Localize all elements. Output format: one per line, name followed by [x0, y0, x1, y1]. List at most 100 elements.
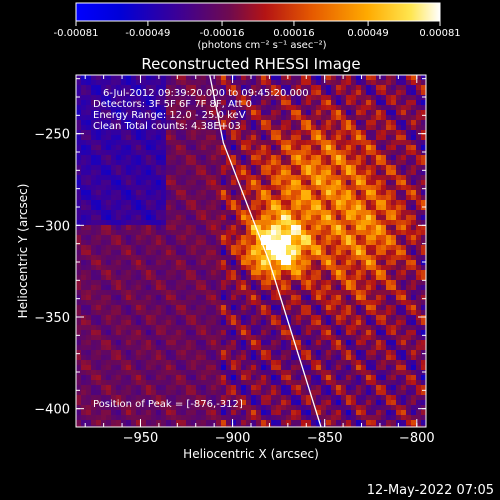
- heatmap-cell: [346, 145, 352, 151]
- heatmap-cell: [261, 225, 267, 231]
- heatmap-cell: [246, 285, 252, 291]
- heatmap-cell: [386, 305, 392, 311]
- heatmap-cell: [126, 150, 132, 156]
- heatmap-cell: [76, 270, 82, 276]
- heatmap-cell: [196, 400, 202, 406]
- heatmap-cell: [416, 235, 422, 241]
- heatmap-cell: [176, 345, 182, 351]
- heatmap-cell: [151, 310, 157, 316]
- heatmap-cell: [261, 140, 267, 146]
- heatmap-cell: [231, 105, 237, 111]
- heatmap-cell: [341, 280, 347, 286]
- heatmap-cell: [231, 80, 237, 86]
- heatmap-cell: [356, 375, 362, 381]
- heatmap-cell: [291, 110, 297, 116]
- heatmap-cell: [361, 265, 367, 271]
- heatmap-cell: [321, 285, 327, 291]
- heatmap-cell: [221, 415, 227, 421]
- heatmap-cell: [401, 200, 407, 206]
- heatmap-cell: [136, 180, 142, 186]
- heatmap-cell: [156, 350, 162, 356]
- heatmap-cell: [236, 220, 242, 226]
- heatmap-cell: [176, 120, 182, 126]
- heatmap-cell: [201, 85, 207, 91]
- heatmap-cell: [251, 380, 257, 386]
- heatmap-cell: [86, 425, 92, 427]
- heatmap-cell: [186, 265, 192, 271]
- heatmap-cell: [151, 170, 157, 176]
- heatmap-cell: [261, 120, 267, 126]
- heatmap-cell: [306, 210, 312, 216]
- heatmap-cell: [416, 390, 422, 396]
- heatmap-cell: [106, 210, 112, 216]
- heatmap-cell: [101, 280, 107, 286]
- heatmap-cell: [141, 330, 147, 336]
- heatmap-cell: [346, 110, 352, 116]
- heatmap-cell: [116, 420, 122, 426]
- heatmap-cell: [256, 95, 262, 101]
- heatmap-cell: [151, 155, 157, 161]
- heatmap-cell: [241, 260, 247, 266]
- heatmap-cell: [341, 345, 347, 351]
- heatmap-cell: [231, 160, 237, 166]
- heatmap-cell: [131, 295, 137, 301]
- heatmap-cell: [381, 95, 387, 101]
- heatmap-cell: [351, 110, 357, 116]
- heatmap-cell: [81, 80, 87, 86]
- heatmap-cell: [401, 160, 407, 166]
- heatmap-cell: [361, 330, 367, 336]
- heatmap-cell: [181, 205, 187, 211]
- heatmap-cell: [111, 115, 117, 121]
- heatmap-cell: [391, 335, 397, 341]
- heatmap-cell: [141, 255, 147, 261]
- heatmap-cell: [271, 270, 277, 276]
- heatmap-cell: [376, 180, 382, 186]
- heatmap-cell: [206, 395, 212, 401]
- heatmap-cell: [126, 110, 132, 116]
- heatmap-cell: [246, 265, 252, 271]
- heatmap-cell: [356, 320, 362, 326]
- heatmap-cell: [161, 160, 167, 166]
- heatmap-cell: [126, 100, 132, 106]
- heatmap-cell: [286, 115, 292, 121]
- heatmap-cell: [241, 220, 247, 226]
- heatmap-cell: [366, 305, 372, 311]
- heatmap-cell: [261, 350, 267, 356]
- heatmap-cell: [286, 160, 292, 166]
- heatmap-cell: [346, 160, 352, 166]
- heatmap-cell: [391, 140, 397, 146]
- heatmap-cell: [371, 220, 377, 226]
- heatmap-cell: [76, 255, 82, 261]
- heatmap-cell: [421, 75, 426, 81]
- heatmap-cell: [146, 315, 152, 321]
- heatmap-cell: [221, 305, 227, 311]
- heatmap-cell: [336, 315, 342, 321]
- heatmap-cell: [266, 285, 272, 291]
- heatmap-cell: [141, 400, 147, 406]
- heatmap-cell: [81, 335, 87, 341]
- heatmap-cell: [176, 405, 182, 411]
- heatmap-cell: [236, 105, 242, 111]
- heatmap-cell: [261, 125, 267, 131]
- heatmap-cell: [261, 345, 267, 351]
- heatmap-cell: [266, 130, 272, 136]
- heatmap-cell: [246, 220, 252, 226]
- heatmap-cell: [351, 185, 357, 191]
- heatmap-cell: [96, 90, 102, 96]
- heatmap-cell: [196, 125, 202, 131]
- heatmap-cell: [136, 125, 142, 131]
- heatmap-cell: [76, 145, 82, 151]
- heatmap-cell: [251, 250, 257, 256]
- heatmap-cell: [251, 175, 257, 181]
- heatmap-cell: [316, 105, 322, 111]
- heatmap-cell: [356, 100, 362, 106]
- heatmap-cell: [351, 80, 357, 86]
- heatmap-cell: [146, 185, 152, 191]
- heatmap-cell: [271, 345, 277, 351]
- heatmap-cell: [306, 350, 312, 356]
- heatmap-cell: [76, 95, 82, 101]
- heatmap-cell: [421, 145, 426, 151]
- heatmap-cell: [241, 285, 247, 291]
- heatmap-cell: [101, 250, 107, 256]
- heatmap-cell: [231, 420, 237, 426]
